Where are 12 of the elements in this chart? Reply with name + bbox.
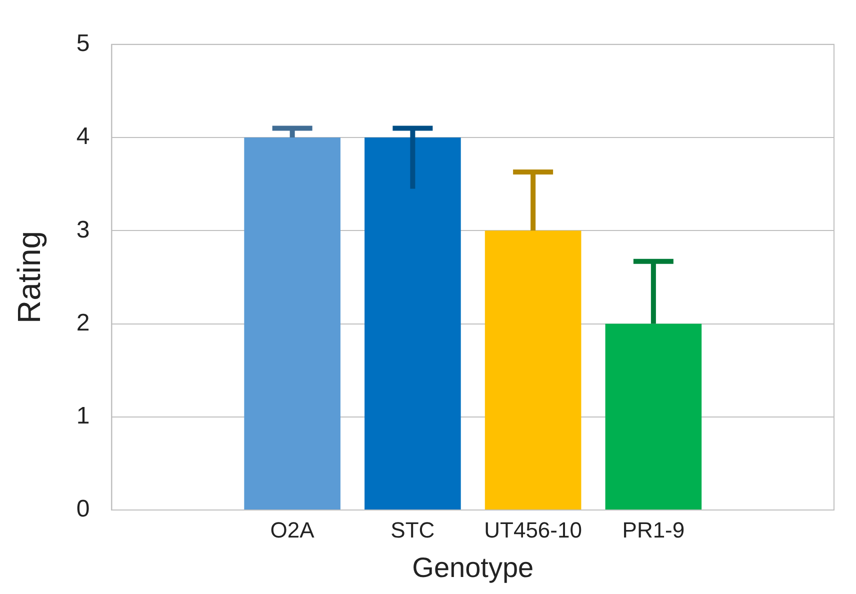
- x-tick-label: STC: [390, 517, 435, 542]
- y-tick-label: 1: [76, 402, 90, 430]
- y-tick-label: 2: [76, 309, 90, 336]
- y-tick-label: 5: [76, 30, 90, 58]
- y-tick-label: 3: [76, 216, 90, 244]
- x-tick-label: PR1-9: [622, 517, 685, 542]
- x-tick-label: O2A: [270, 517, 315, 542]
- y-tick-label: 0: [76, 496, 90, 523]
- x-axis-title: Genotype: [412, 552, 534, 583]
- y-axis-title: Rating: [11, 230, 48, 324]
- x-tick-label: UT456-10: [484, 517, 582, 542]
- y-tick-label: 4: [76, 123, 90, 150]
